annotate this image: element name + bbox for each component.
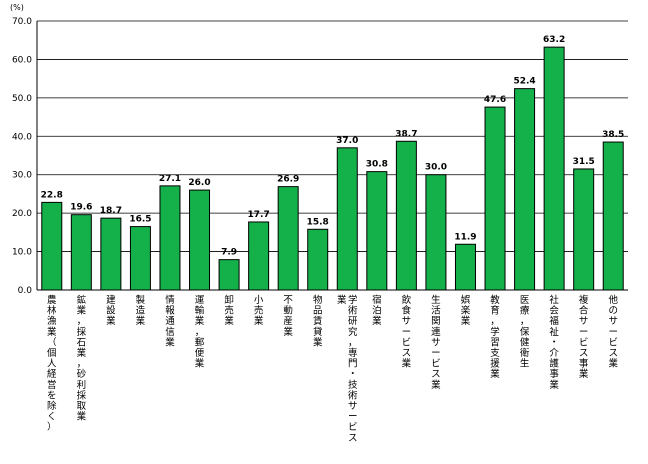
bar [159, 185, 181, 291]
y-axis-unit-label: (%) [10, 3, 24, 12]
category-label: 医療，保健衛生 [520, 295, 530, 370]
gridlines [37, 20, 628, 252]
data-label: 31.5 [573, 157, 595, 167]
category-label: 建設業 [106, 294, 116, 327]
data-label: 18.7 [100, 206, 122, 216]
bars [41, 46, 624, 291]
y-tick-label: 50.0 [12, 94, 32, 104]
y-tick-label: 10.0 [12, 248, 32, 258]
bar [336, 147, 358, 291]
bar [573, 168, 595, 291]
data-label: 16.5 [129, 215, 151, 225]
bar [189, 189, 211, 291]
bar [425, 174, 447, 291]
data-label: 11.9 [454, 232, 476, 242]
category-label: 不動産業 [283, 295, 293, 338]
category-label: 製造業 [136, 294, 146, 327]
data-label: 38.7 [395, 129, 417, 139]
data-label: 52.4 [513, 77, 535, 87]
category-label: 鉱業，採石業，砂利採取業 [77, 294, 87, 423]
data-label: 15.8 [307, 217, 329, 227]
category-label: 小売業 [254, 295, 264, 327]
y-tick-label: 30.0 [12, 171, 32, 181]
y-tick-label: 0.0 [18, 286, 33, 296]
data-labels: 22.8 19.6 18.7 16.5 27.1 26.0 7.9 17.7 26.9 15.8 3… [41, 35, 625, 258]
data-label: 17.7 [248, 210, 270, 220]
category-label: 飲食サービス業 [402, 294, 412, 370]
data-label: 26.0 [188, 178, 210, 188]
bar [395, 140, 417, 291]
category-label: 学術研究，専門・技術サービス業 [337, 294, 358, 444]
bar [248, 221, 270, 291]
bar [366, 171, 388, 291]
category-label: 運輸業，郵便業 [195, 295, 205, 370]
y-axis-ticks: 0.0 10.0 20.0 30.0 40.0 50.0 60.0 70.0 [12, 17, 32, 296]
data-label: 47.6 [484, 95, 506, 105]
bar [514, 88, 536, 291]
category-label: 物品賃貸業 [313, 294, 323, 348]
y-tick-label: 20.0 [12, 209, 32, 219]
category-label: 他のサービス業 [608, 294, 618, 370]
category-labels: 農林漁業（個人経営を除く） 鉱業，採石業，砂利採取業 建設業 製造業 情報通信業 運輸業，… [47, 294, 618, 444]
data-label: 22.8 [41, 190, 63, 200]
y-tick-label: 60.0 [12, 55, 32, 65]
data-label: 63.2 [543, 35, 565, 45]
bar [454, 243, 476, 291]
data-label: 38.5 [602, 130, 624, 140]
category-label: 社会福祉・介護事業 [549, 294, 559, 391]
data-label: 7.9 [221, 248, 237, 258]
bar [70, 214, 92, 291]
bar [100, 217, 122, 291]
bar [218, 259, 240, 291]
bar [484, 106, 506, 291]
data-label: 19.6 [70, 203, 92, 213]
data-label: 30.0 [425, 163, 447, 173]
bar [307, 228, 329, 291]
y-tick-label: 70.0 [12, 17, 32, 27]
category-label: 情報通信業 [165, 294, 175, 348]
data-label: 37.0 [336, 136, 358, 146]
category-label: 卸売業 [224, 294, 234, 327]
data-label: 27.1 [159, 174, 181, 184]
bar [41, 201, 63, 291]
category-label: 農林漁業（個人経営を除く） [47, 294, 57, 433]
data-label: 30.8 [366, 160, 388, 170]
data-label: 26.9 [277, 175, 299, 185]
category-label: 生活関連サービス業 [431, 294, 441, 391]
category-label: 複合サービス事業 [579, 294, 589, 380]
category-label: 宿泊業 [372, 294, 382, 327]
category-label: 教育，学習支援業 [490, 294, 500, 380]
bar [129, 226, 151, 291]
bar [277, 186, 299, 291]
bar [602, 141, 624, 291]
category-label: 娯楽業 [461, 294, 471, 327]
y-tick-label: 40.0 [12, 132, 32, 142]
bar [543, 46, 565, 291]
